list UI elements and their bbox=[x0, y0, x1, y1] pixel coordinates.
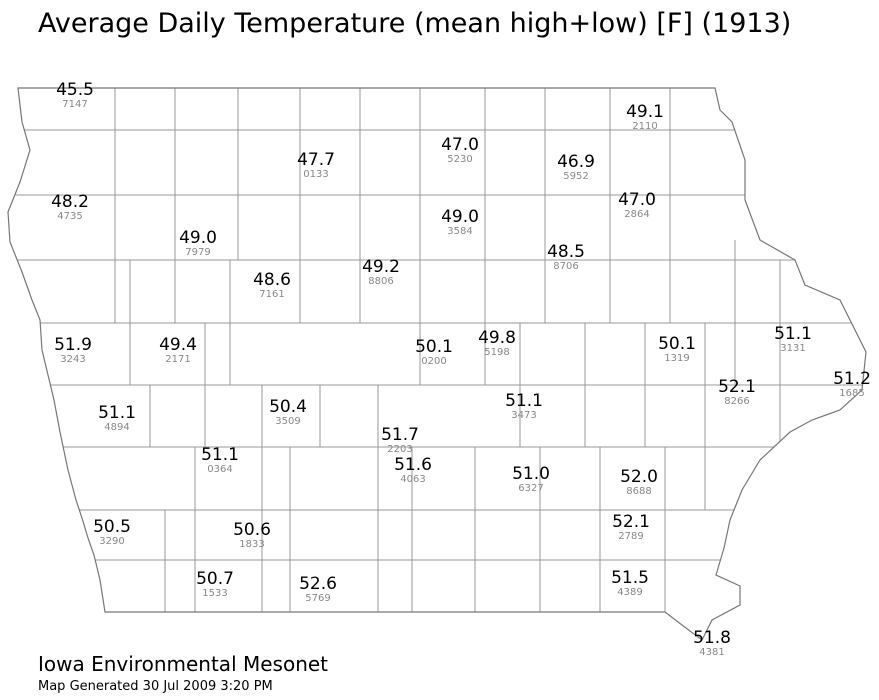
station-value: 51.2 bbox=[833, 369, 871, 389]
station-value: 51.9 bbox=[54, 335, 92, 355]
station-id: 1533 bbox=[202, 588, 227, 599]
station-value: 49.0 bbox=[441, 207, 479, 227]
station-id: 1833 bbox=[239, 539, 264, 550]
station-value: 51.0 bbox=[512, 464, 550, 484]
station-id: 1685 bbox=[839, 388, 864, 399]
station-id: 2789 bbox=[618, 531, 643, 542]
station-value: 45.5 bbox=[56, 80, 94, 100]
station-value: 47.7 bbox=[297, 150, 335, 170]
station-value: 49.4 bbox=[159, 335, 197, 355]
station-id: 3131 bbox=[780, 343, 805, 354]
station-id: 2203 bbox=[387, 444, 412, 455]
station-id: 8688 bbox=[626, 486, 651, 497]
station-id: 2864 bbox=[624, 209, 649, 220]
station-value: 50.7 bbox=[196, 569, 234, 589]
station-value: 51.1 bbox=[774, 324, 812, 344]
station-id: 5769 bbox=[305, 593, 330, 604]
station-value: 50.6 bbox=[233, 520, 271, 540]
station-id: 4735 bbox=[57, 211, 82, 222]
station-id: 0133 bbox=[303, 169, 328, 180]
station-value: 51.8 bbox=[693, 628, 731, 648]
station-value: 48.6 bbox=[253, 270, 291, 290]
station-id: 7161 bbox=[259, 289, 284, 300]
station-id: 0364 bbox=[207, 464, 232, 475]
station-id: 7147 bbox=[62, 99, 87, 110]
station-value: 50.5 bbox=[93, 517, 131, 537]
station-value: 46.9 bbox=[557, 152, 595, 172]
station-id: 5952 bbox=[563, 171, 588, 182]
station-value: 51.1 bbox=[98, 403, 136, 423]
station-id: 0200 bbox=[421, 356, 446, 367]
station-id: 3473 bbox=[511, 410, 536, 421]
station-id: 3584 bbox=[447, 226, 472, 237]
station-id: 5230 bbox=[447, 154, 472, 165]
station-value: 50.1 bbox=[415, 337, 453, 357]
station-id: 3290 bbox=[99, 536, 124, 547]
station-value: 50.4 bbox=[269, 397, 307, 417]
station-value: 49.2 bbox=[362, 257, 400, 277]
map-title: Average Daily Temperature (mean high+low… bbox=[38, 8, 791, 39]
station-id: 8266 bbox=[724, 396, 749, 407]
station-value: 52.1 bbox=[718, 377, 756, 397]
station-value: 49.0 bbox=[179, 228, 217, 248]
station-value: 52.1 bbox=[612, 512, 650, 532]
station-id: 4389 bbox=[617, 587, 642, 598]
station-id: 6327 bbox=[518, 483, 543, 494]
station-id: 8706 bbox=[553, 261, 578, 272]
station-id: 2171 bbox=[165, 354, 190, 365]
station-id: 4063 bbox=[400, 474, 425, 485]
station-id: 4894 bbox=[104, 422, 129, 433]
footer-generated: Map Generated 30 Jul 2009 3:20 PM bbox=[38, 679, 273, 694]
county-grid bbox=[8, 88, 866, 612]
station-id: 8806 bbox=[368, 276, 393, 287]
station-value: 50.1 bbox=[658, 334, 696, 354]
station-value: 51.5 bbox=[611, 568, 649, 588]
station-value: 49.1 bbox=[626, 102, 664, 122]
station-value: 48.2 bbox=[51, 192, 89, 212]
station-value: 52.6 bbox=[299, 574, 337, 594]
station-value: 48.5 bbox=[547, 242, 585, 262]
station-id: 3243 bbox=[60, 354, 85, 365]
footer-org: Iowa Environmental Mesonet bbox=[38, 652, 328, 676]
station-value: 49.8 bbox=[478, 328, 516, 348]
station-id: 1319 bbox=[664, 353, 689, 364]
station-value: 52.0 bbox=[620, 467, 658, 487]
station-id: 3509 bbox=[275, 416, 300, 427]
station-id: 2110 bbox=[632, 121, 657, 132]
station-id: 7979 bbox=[185, 247, 210, 258]
station-value: 51.7 bbox=[381, 425, 419, 445]
station-value: 47.0 bbox=[441, 135, 479, 155]
station-id: 5198 bbox=[484, 347, 509, 358]
station-value: 47.0 bbox=[618, 190, 656, 210]
station-id: 4381 bbox=[699, 647, 724, 658]
station-value: 51.6 bbox=[394, 455, 432, 475]
station-value: 51.1 bbox=[201, 445, 239, 465]
station-value: 51.1 bbox=[505, 391, 543, 411]
